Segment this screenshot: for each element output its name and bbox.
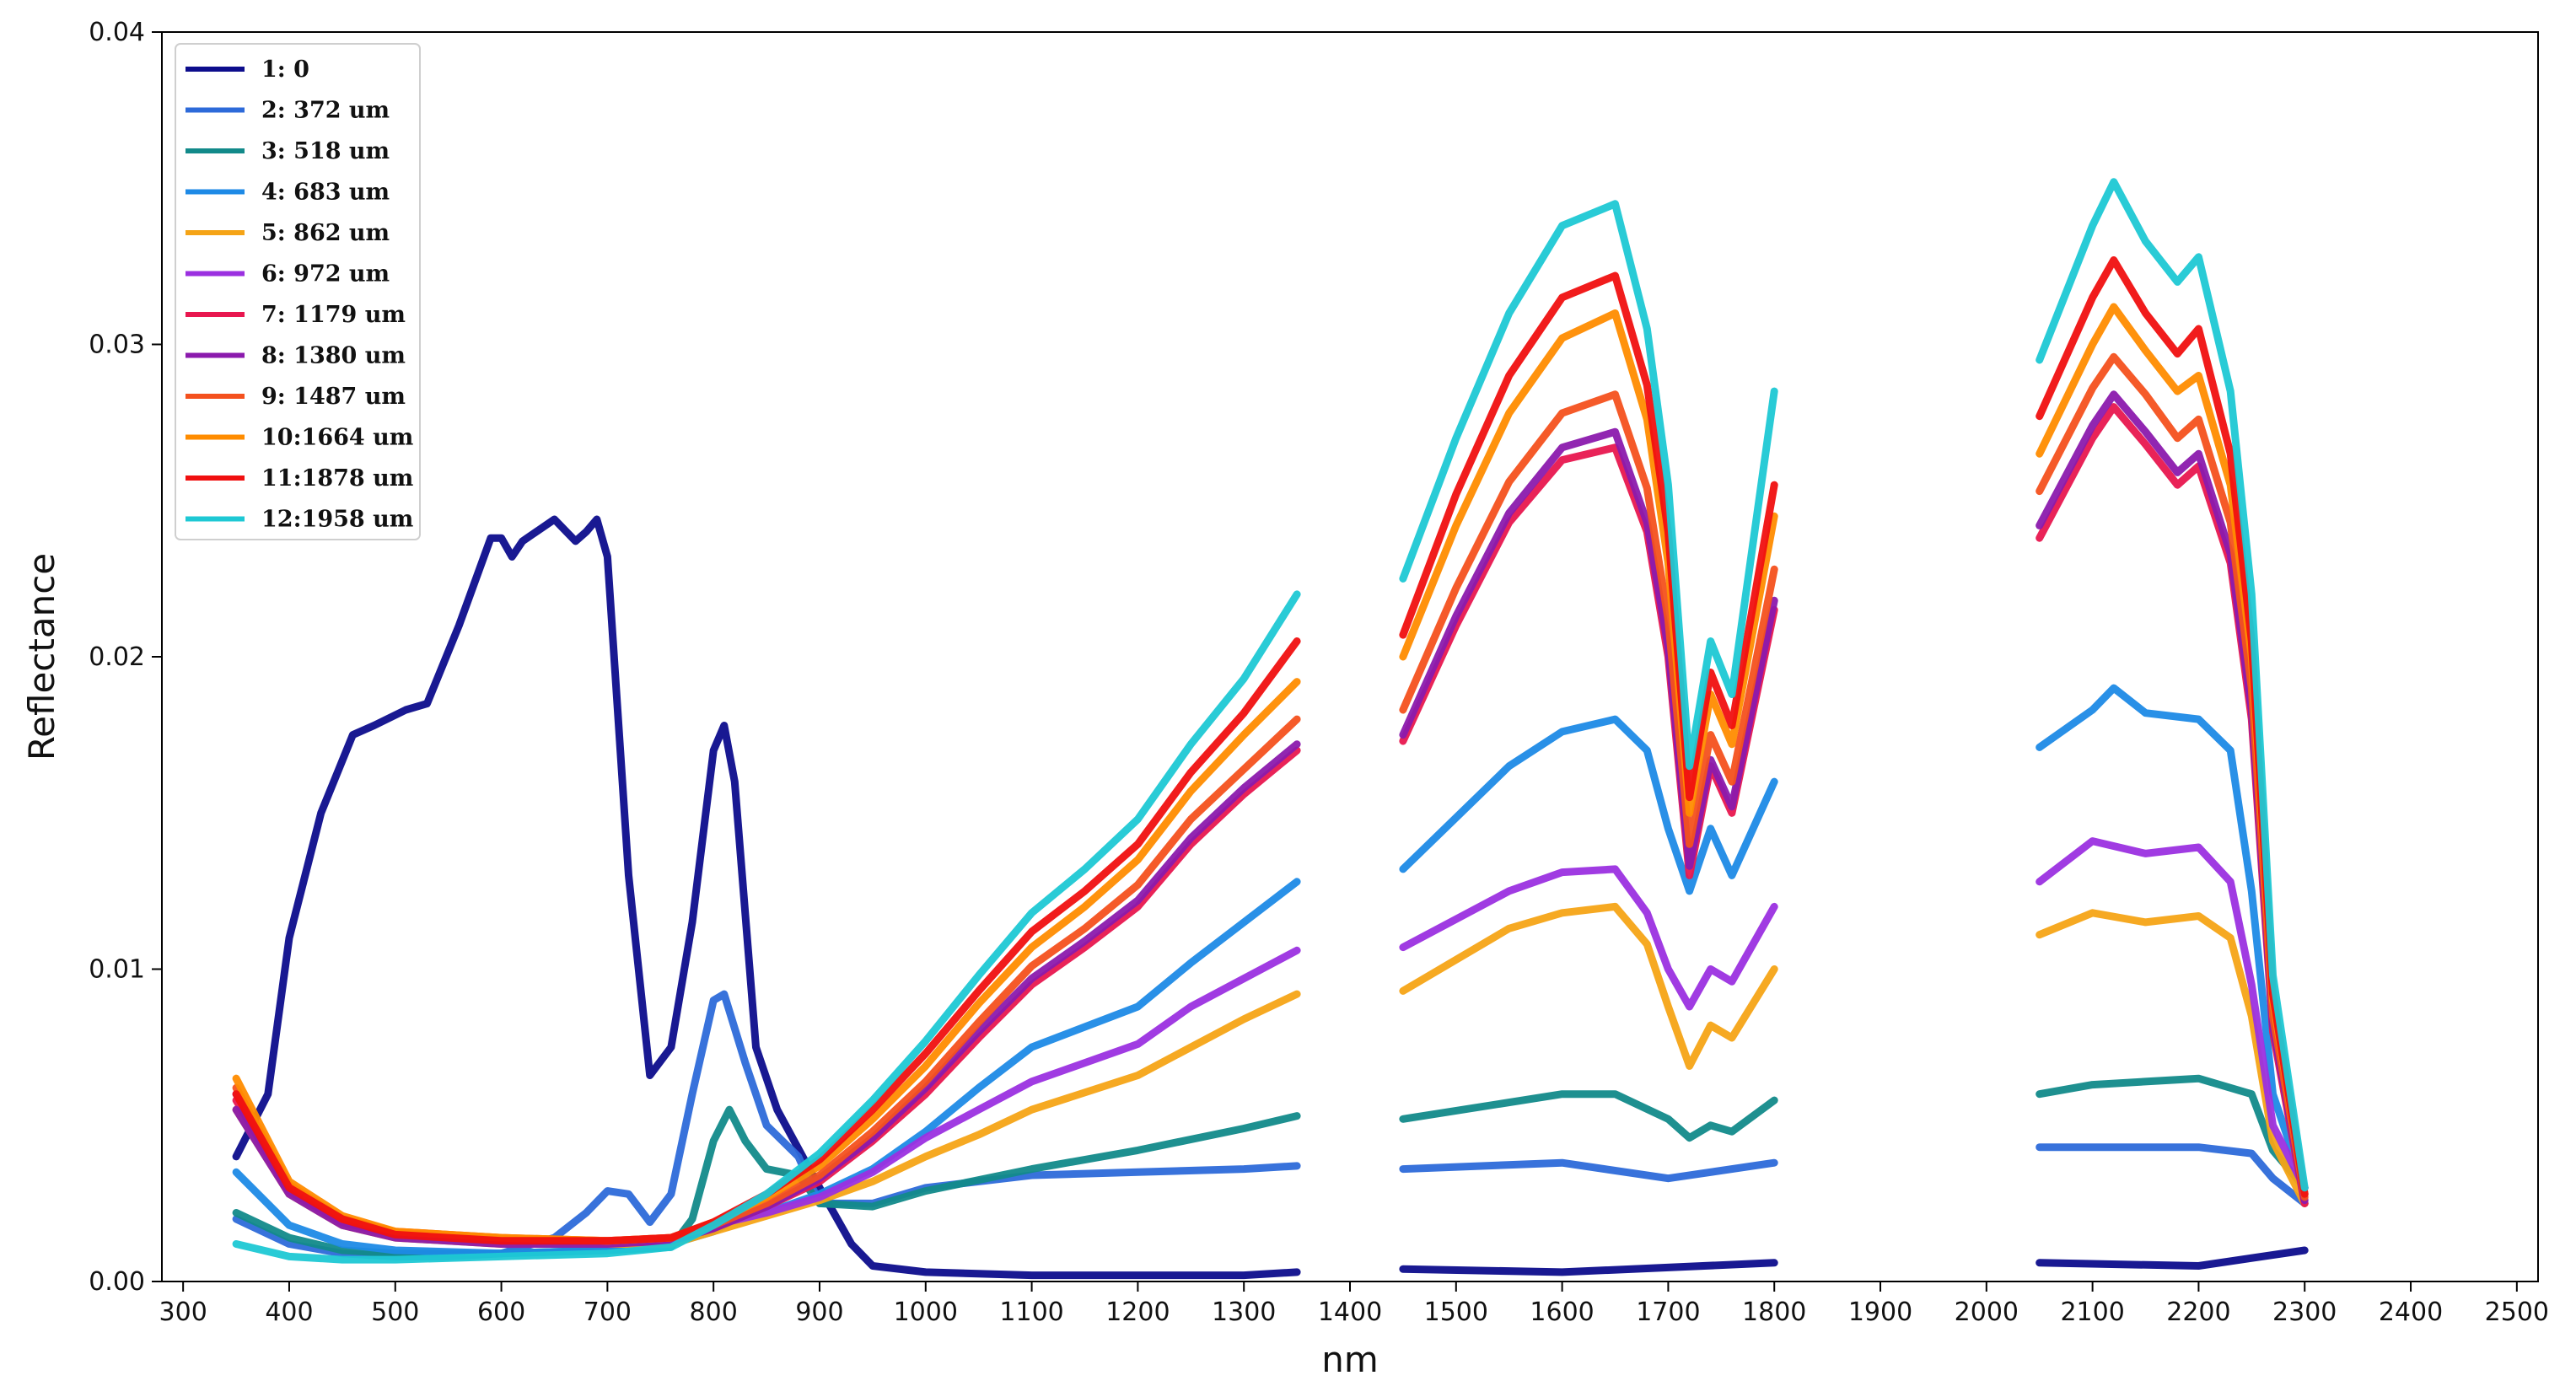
x-tick-label: 1400	[1318, 1298, 1382, 1327]
x-tick-label: 1100	[999, 1298, 1063, 1327]
x-tick-label: 2400	[2379, 1298, 2443, 1327]
y-tick-label: 0.02	[89, 642, 145, 672]
legend-label-9: 9: 1487 um	[261, 384, 406, 410]
x-tick-label: 1700	[1636, 1298, 1700, 1327]
x-tick-label: 1900	[1848, 1298, 1912, 1327]
x-tick-label: 1200	[1105, 1298, 1170, 1327]
x-tick-label: 2300	[2272, 1298, 2337, 1327]
y-tick-label: 0.04	[89, 18, 145, 47]
x-tick-label: 1000	[894, 1298, 958, 1327]
x-tick-label: 500	[371, 1298, 419, 1327]
x-tick-label: 1800	[1742, 1298, 1806, 1327]
legend-label-1: 1: 0	[261, 56, 309, 83]
x-tick-label: 1600	[1530, 1298, 1594, 1327]
legend-label-4: 4: 683 um	[261, 180, 390, 206]
x-tick-label: 1300	[1212, 1298, 1276, 1327]
y-tick-label: 0.00	[89, 1267, 145, 1297]
plot-frame	[161, 31, 2539, 1282]
x-tick-label: 2000	[1955, 1298, 2019, 1327]
x-tick-label: 600	[477, 1298, 525, 1327]
legend-label-3: 3: 518 um	[261, 138, 390, 164]
legend-label-8: 8: 1380 um	[261, 343, 406, 369]
legend-label-10: 10:1664 um	[261, 425, 413, 451]
y-tick-label: 0.03	[89, 330, 145, 360]
legend: 1: 0 2: 372 um 3: 518 um 4: 683 um 5: 862 um…	[175, 43, 421, 540]
x-axis-ticks: 300 400 500 600 700 800 900 1000 1100 1200 1300 140…	[159, 1281, 2549, 1327]
legend-label-11: 11:1878 um	[261, 465, 413, 492]
series-line-12	[232, 178, 2309, 1264]
y-tick-label: 0.01	[89, 955, 145, 985]
legend-label-7: 7: 1179 um	[261, 302, 406, 328]
x-tick-label: 900	[795, 1298, 843, 1327]
x-tick-label: 2500	[2485, 1298, 2549, 1327]
legend-label-6: 6: 972 um	[261, 261, 390, 287]
series-line-1	[232, 515, 2309, 1280]
x-tick-label: 1500	[1424, 1298, 1488, 1327]
x-tick-label: 2200	[2166, 1298, 2230, 1327]
x-tick-label: 400	[265, 1298, 313, 1327]
y-axis-ticks: 0.00 0.01 0.02 0.03 0.04	[89, 18, 162, 1297]
x-tick-label: 2100	[2060, 1298, 2124, 1327]
x-tick-label: 300	[159, 1298, 207, 1327]
legend-box	[175, 43, 421, 540]
x-tick-label: 700	[583, 1298, 632, 1327]
x-tick-label: 800	[690, 1298, 738, 1327]
legend-label-12: 12:1958 um	[261, 507, 413, 533]
legend-label-2: 2: 372 um	[261, 98, 390, 124]
y-axis-label: Reflectance	[21, 553, 62, 760]
plot-lines	[232, 178, 2309, 1280]
x-axis-label: nm	[1321, 1339, 1379, 1380]
legend-label-5: 5: 862 um	[261, 220, 390, 246]
